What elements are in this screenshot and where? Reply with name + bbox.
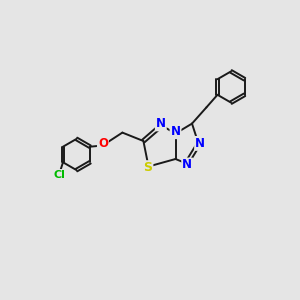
Text: N: N [156, 117, 166, 130]
Text: Cl: Cl [53, 170, 65, 180]
Text: N: N [170, 125, 181, 138]
Text: S: S [143, 161, 152, 174]
Text: O: O [98, 137, 108, 150]
Text: N: N [182, 158, 192, 172]
Text: N: N [195, 137, 205, 150]
